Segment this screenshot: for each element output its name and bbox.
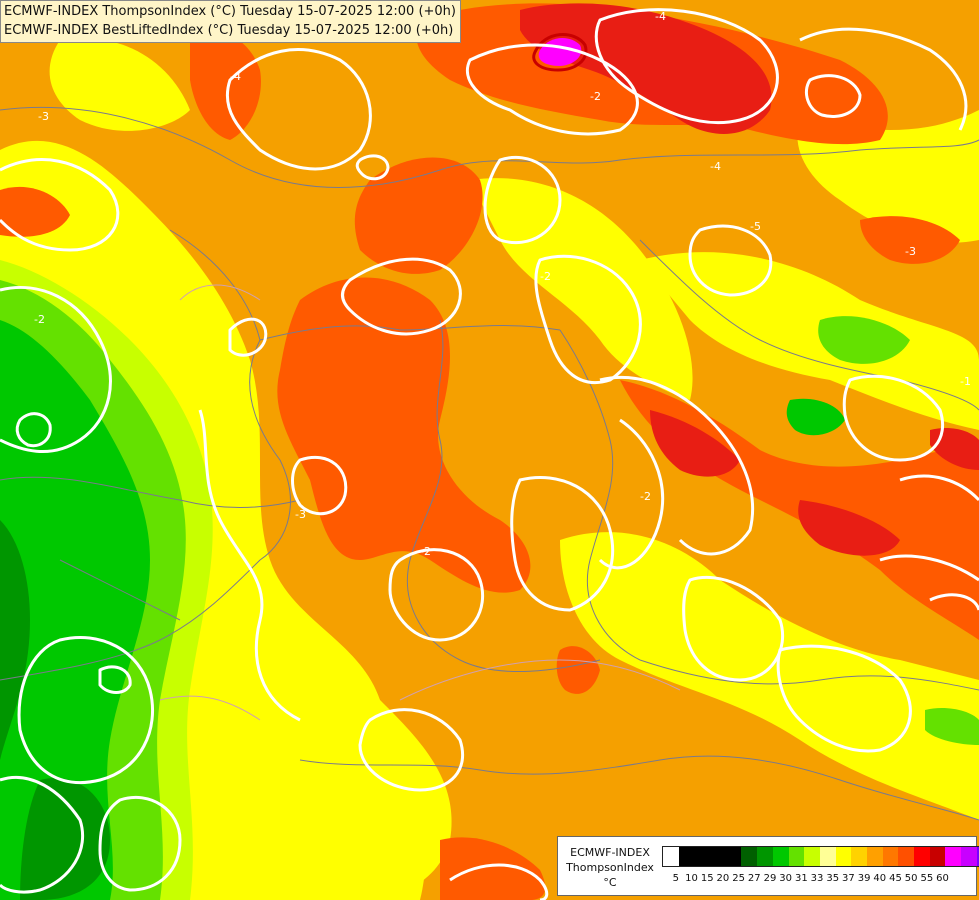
legend-title-model: ECMWF-INDEX xyxy=(570,846,650,859)
field-green-east-2 xyxy=(786,398,845,436)
legend-tick-label: 37 xyxy=(842,873,855,884)
field-yellow-north xyxy=(49,38,190,131)
legend-swatch xyxy=(851,847,867,866)
contour-label: -5 xyxy=(750,220,761,233)
legend-unit: °C xyxy=(603,876,617,889)
header-title-thompson: ECMWF-INDEX ThompsonIndex (°C) Tuesday 1… xyxy=(4,4,456,19)
legend-swatch xyxy=(882,847,899,866)
field-yellow-southeast xyxy=(560,532,979,820)
contour-lines xyxy=(0,8,979,900)
legend-tick-label: 33 xyxy=(810,873,824,884)
field-green-east-1 xyxy=(818,316,910,364)
field-green-west xyxy=(0,320,150,900)
contour-label: -3 xyxy=(38,110,49,123)
legend-tick-label: 40 xyxy=(873,873,887,884)
contour-label: -2 xyxy=(640,490,651,503)
contour-label: -2 xyxy=(420,545,431,558)
field-red-far-east xyxy=(930,428,979,470)
contour-label: -2 xyxy=(590,90,601,103)
legend-tick-label: 25 xyxy=(732,873,745,884)
legend-title: ECMWF-INDEX ThompsonIndex °C xyxy=(560,845,660,890)
contour-label: -2 xyxy=(34,313,45,326)
contour-label: -4 xyxy=(655,10,666,23)
contour-label: -4 xyxy=(710,160,721,173)
legend-swatch xyxy=(788,847,805,866)
field-red-north xyxy=(520,3,772,134)
legend-swatch xyxy=(819,847,836,866)
legend-swatch xyxy=(914,847,930,866)
legend-tick-label: 5 xyxy=(672,873,680,884)
legend-swatch xyxy=(804,847,820,866)
legend-tick-label: 60 xyxy=(936,873,949,884)
field-red-southeast xyxy=(798,500,900,556)
field-dark-orange-west-blob xyxy=(0,186,70,237)
field-dark-orange-south xyxy=(440,837,546,900)
legend-swatch xyxy=(866,847,883,866)
legend-swatch xyxy=(741,847,758,866)
field-magenta-ring xyxy=(532,33,588,72)
legend-swatch xyxy=(898,847,914,866)
legend-swatch xyxy=(757,847,773,866)
legend-swatches xyxy=(662,846,979,867)
field-dark-orange-ne xyxy=(860,216,960,264)
legend-swatch xyxy=(725,847,742,866)
legend-swatch xyxy=(961,847,977,866)
contour-label: -3 xyxy=(295,508,306,521)
map-header: ECMWF-INDEX ThompsonIndex (°C) Tuesday 1… xyxy=(0,0,461,43)
contour-label: -2 xyxy=(540,270,551,283)
legend-swatch xyxy=(663,847,679,866)
legend-swatch xyxy=(694,847,711,866)
contour-label: -4 xyxy=(230,70,241,83)
field-yellow-east xyxy=(640,252,979,430)
legend-tick-label: 15 xyxy=(700,873,714,884)
legend-tick-label: 55 xyxy=(920,873,934,884)
border-lines xyxy=(0,106,979,821)
legend-tick-label: 31 xyxy=(794,873,808,884)
field-yellow-south xyxy=(210,634,452,900)
field-dark-orange-south-2 xyxy=(556,646,600,694)
legend-swatch xyxy=(772,847,789,866)
legend-swatch xyxy=(929,847,946,866)
legend-tick-label: 10 xyxy=(685,873,698,884)
field-dark-green-southwest xyxy=(20,778,110,900)
field-green-east-3 xyxy=(925,708,979,745)
field-red-east xyxy=(650,410,740,477)
field-dark-orange-north xyxy=(354,157,483,274)
pink-borders xyxy=(159,284,681,721)
field-dark-orange-central xyxy=(277,277,531,593)
contour-label: -3 xyxy=(905,245,916,258)
legend-swatch xyxy=(976,847,979,866)
field-dark-orange-northwest xyxy=(190,31,261,140)
legend-tick-label: 27 xyxy=(747,873,761,884)
legend-ticks: 5 10 15 20 25 27 29 30 31 33 35 37 39 40 45 50 55 60 xyxy=(668,873,950,884)
contour-label: -1 xyxy=(960,375,971,388)
legend-tick-label: 45 xyxy=(889,873,902,884)
legend-swatch xyxy=(710,847,726,866)
color-legend: ECMWF-INDEX ThompsonIndex °C 5 10 15 20 25 27… xyxy=(557,836,979,896)
legend-swatch xyxy=(945,847,962,866)
legend-tick-label: 20 xyxy=(716,873,730,884)
header-title-bestlifted: ECMWF-INDEX BestLiftedIndex (°C) Tuesday… xyxy=(4,23,454,38)
contour-labels: -2 -3 -4 -5 -1 -2 -3 -4 -2 -3 -4 -2 -2 xyxy=(34,10,971,558)
legend-title-index: ThompsonIndex xyxy=(566,861,654,874)
legend-tick-label: 29 xyxy=(763,873,777,884)
field-dark-green-west xyxy=(0,520,30,760)
legend-swatch xyxy=(678,847,695,866)
legend-tick-label: 35 xyxy=(826,873,840,884)
legend-tick-label: 50 xyxy=(904,873,918,884)
legend-swatch xyxy=(835,847,852,866)
legend-tick-label: 39 xyxy=(857,873,871,884)
legend-tick-label: 30 xyxy=(779,873,793,884)
